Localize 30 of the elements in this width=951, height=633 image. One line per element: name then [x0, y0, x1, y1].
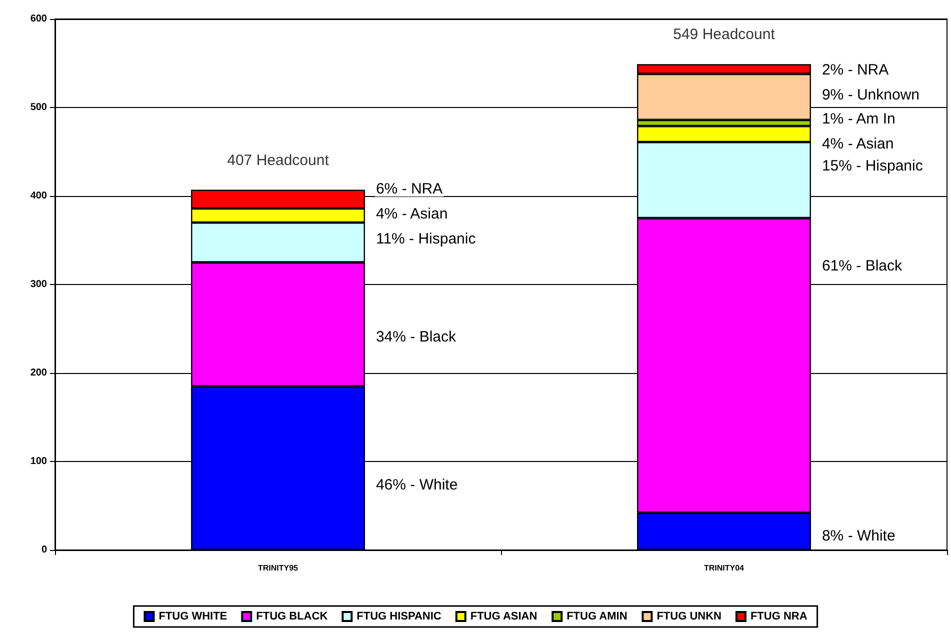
annotation: 4% - Asian [376, 206, 448, 222]
total-label: 407 Headcount [227, 152, 330, 169]
annotation: 6% - NRA [376, 180, 443, 198]
x-tick-label: TRINITY95 [258, 564, 299, 572]
annotation: 11% - Hispanic [376, 230, 476, 248]
legend-label: FTUG UNKN [656, 610, 722, 622]
annotation: 9% - Unknown [822, 86, 920, 104]
x-tick-label: TRINITY04 [704, 564, 745, 572]
y-tick-label: 100 [30, 456, 48, 467]
y-tick-label: 0 [41, 544, 48, 556]
annotation: 1% - Am In [822, 110, 896, 128]
y-tick-label: 600 [30, 14, 48, 24]
annotation: 34% - Black [376, 328, 456, 346]
annotation: 4% - Asian [822, 136, 894, 152]
legend-label: FTUG BLACK [256, 610, 328, 622]
annotation: 61% - Black [822, 258, 902, 274]
annotation: 15% - Hispanic [822, 158, 924, 174]
y-tick-label: 400 [30, 190, 48, 202]
y-tick-label: 200 [30, 368, 48, 378]
annotation: 46% - White [376, 476, 458, 494]
annotation: 2% - NRA [822, 62, 889, 78]
legend-label: FTUG AMIN [566, 610, 628, 622]
y-tick-label: 300 [30, 279, 48, 290]
legend-label: FTUG ASIAN [470, 610, 538, 622]
total-label: 549 Headcount [673, 26, 776, 44]
legend-label: FTUG WHITE [158, 610, 228, 622]
annotation: 8% - White [822, 528, 896, 544]
y-tick-label: 500 [30, 102, 48, 113]
legend-label: FTUG NRA [750, 610, 808, 622]
legend-label: FTUG HISPANIC [356, 610, 442, 622]
